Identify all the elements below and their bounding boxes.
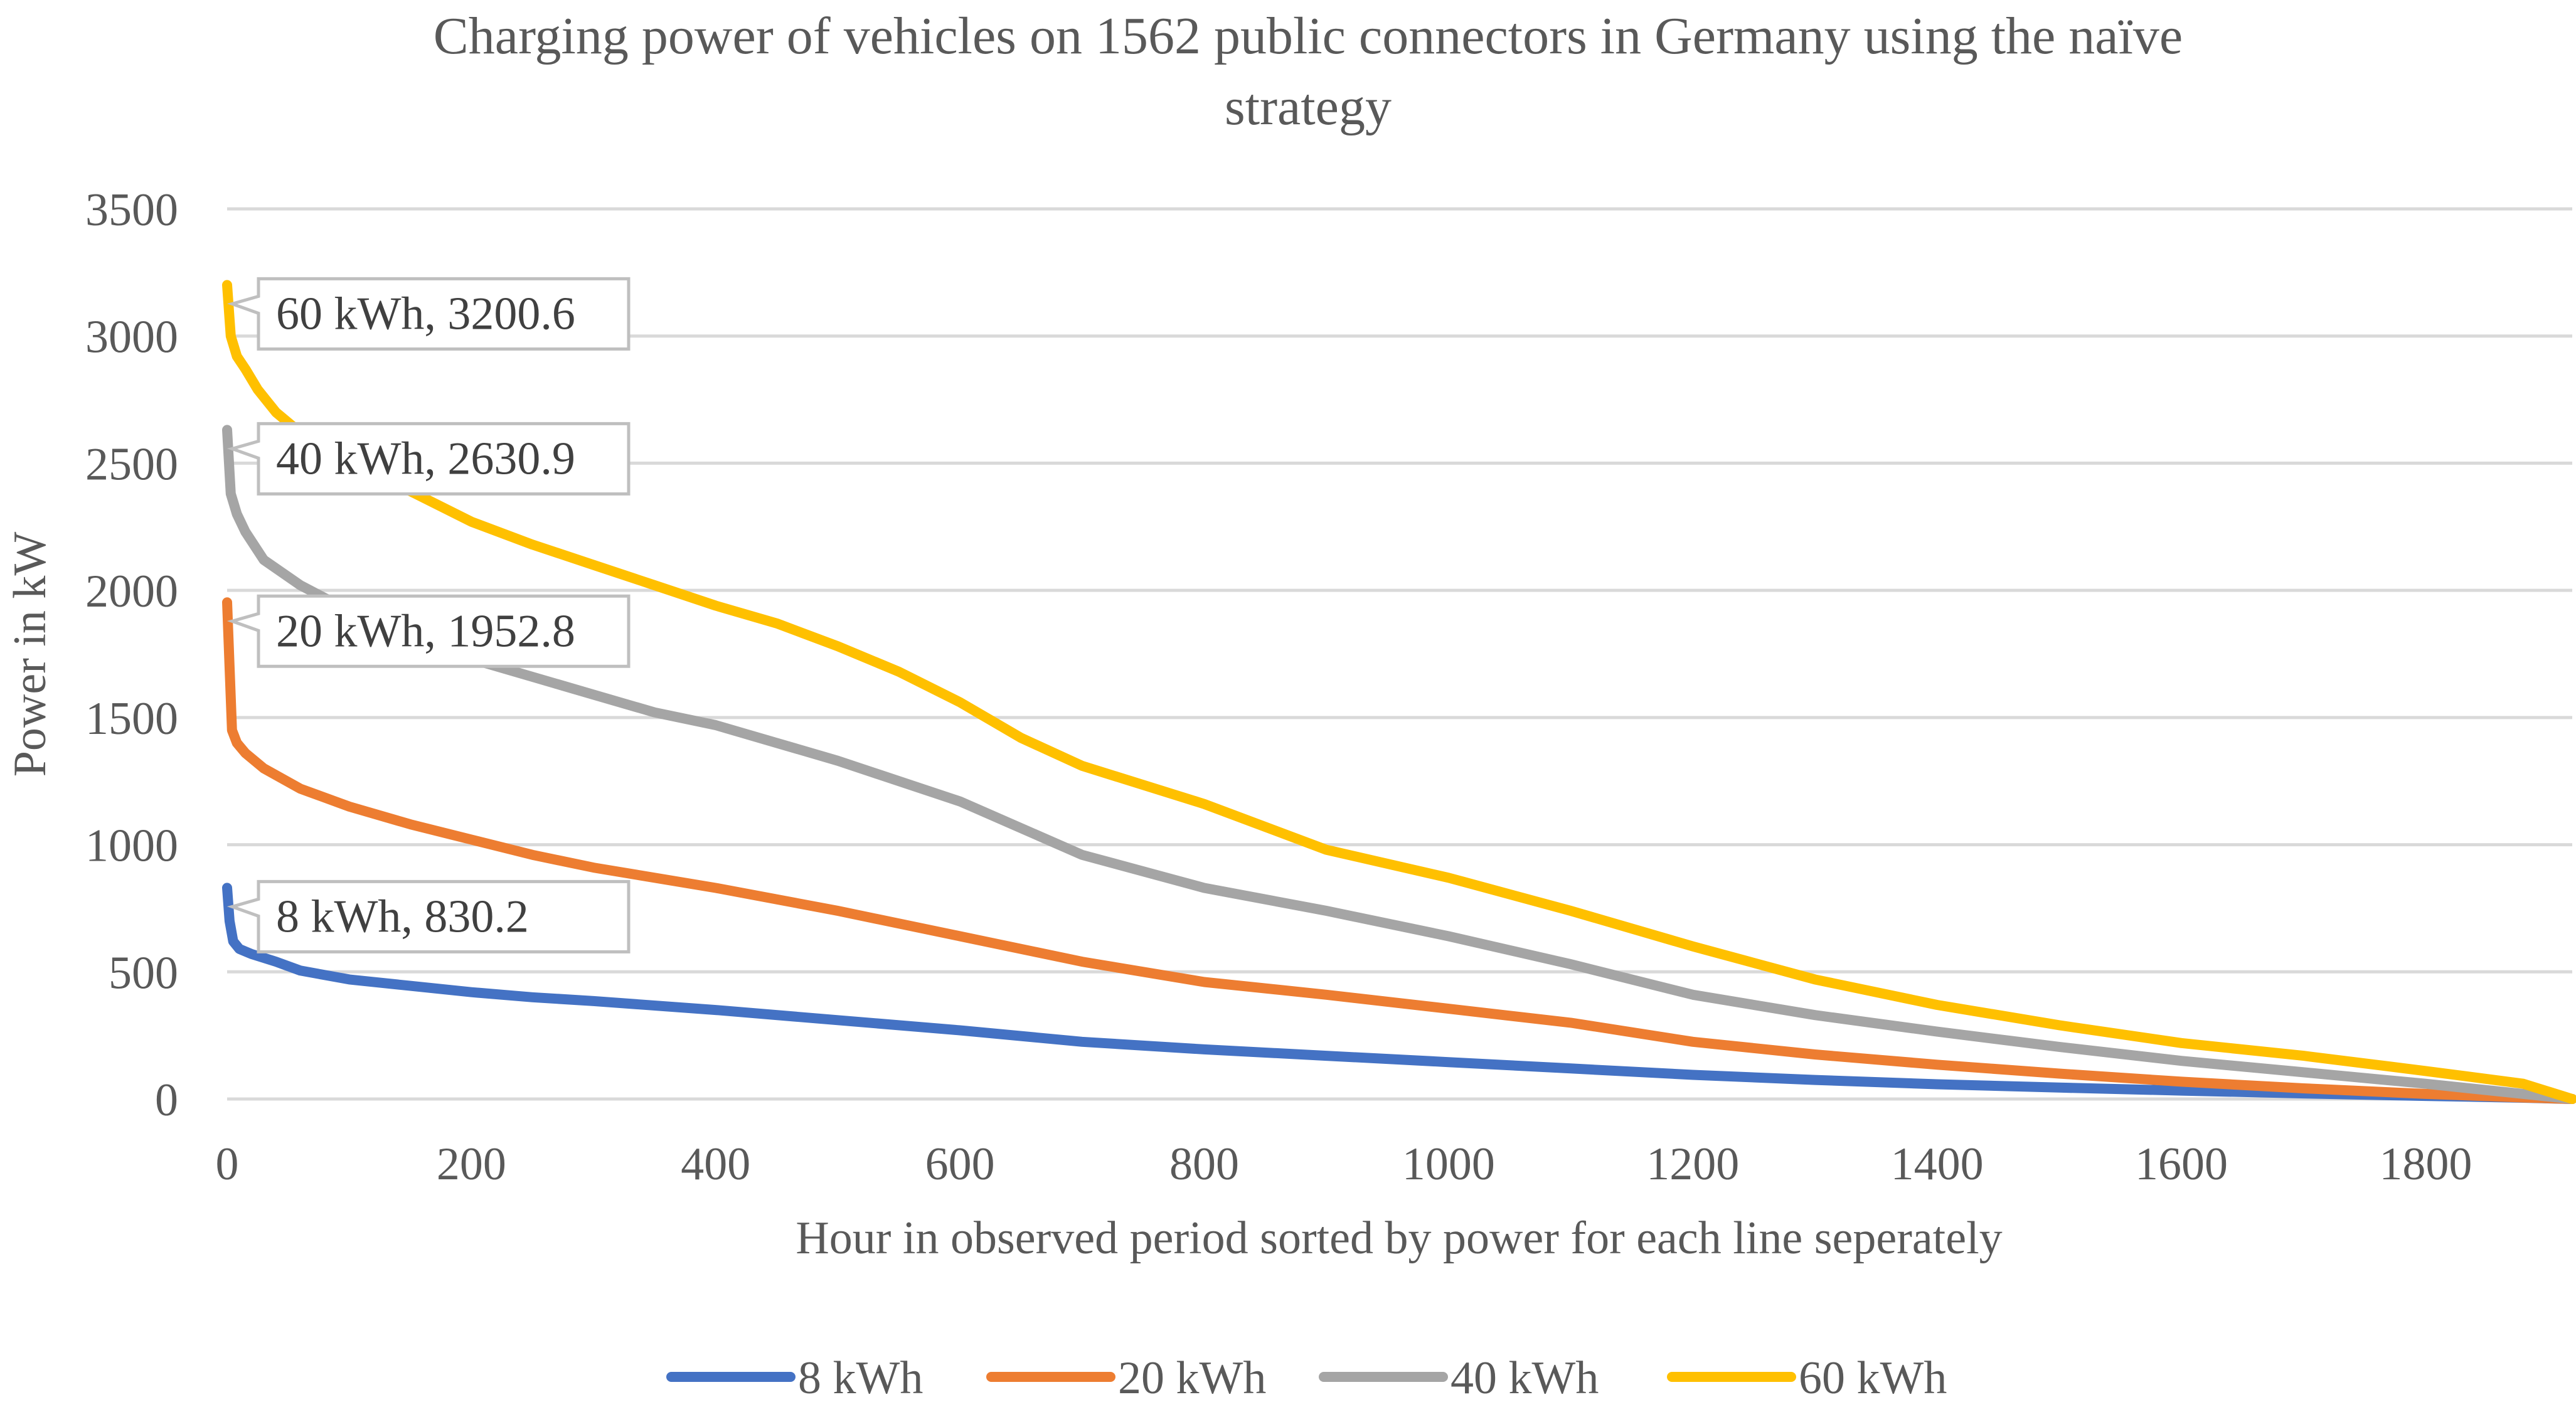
- series-line-60-kwh: [222, 280, 2576, 1104]
- y-tick-label: 2000: [85, 566, 178, 617]
- data-label: 20 kWh, 1952.8: [276, 605, 575, 657]
- legend-label: 8 kWh: [798, 1352, 923, 1404]
- x-tick-label: 600: [925, 1139, 995, 1190]
- series-line-8-kwh: [222, 883, 2576, 1104]
- chart-title-line-1: Charging power of vehicles on 1562 publi…: [434, 7, 2183, 65]
- x-tick-label: 1400: [1891, 1139, 1984, 1190]
- y-tick-label: 500: [109, 947, 178, 999]
- y-tick-label: 2500: [85, 438, 178, 490]
- series-line-20-kwh: [222, 597, 2576, 1104]
- x-tick-label: 1600: [2135, 1139, 2228, 1190]
- callout-box: [226, 594, 631, 668]
- x-tick-label: 400: [681, 1139, 750, 1190]
- series-line-40-kwh: [222, 425, 2576, 1104]
- y-axis-ticks: 0 500 1000 1500 2000 2500 3000 3500: [85, 184, 178, 1126]
- y-tick-label: 3000: [85, 312, 178, 363]
- legend-label: 60 kWh: [1799, 1352, 1947, 1404]
- y-tick-label: 1500: [85, 693, 178, 745]
- x-axis-ticks: 0 200 400 600 800 1000 1200 1400 1600 1800: [216, 1139, 2472, 1190]
- x-tick-label: 0: [216, 1139, 239, 1190]
- legend-label: 20 kWh: [1118, 1352, 1266, 1404]
- callout-box: [226, 879, 631, 953]
- data-label: 60 kWh, 3200.6: [276, 288, 575, 339]
- y-tick-label: 1000: [85, 820, 178, 872]
- series-lines: [222, 280, 2576, 1104]
- x-tick-label: 200: [437, 1139, 506, 1190]
- chart-title-line-2: strategy: [1225, 78, 1392, 136]
- x-axis-label: Hour in observed period sorted by power …: [796, 1213, 2002, 1264]
- y-axis-label: Power in kW: [4, 532, 56, 777]
- legend: 8 kWh 20 kWh 40 kWh 60 kWh: [666, 1352, 1947, 1404]
- data-callouts: 60 kWh, 3200.6 40 kWh, 2630.9 20 kWh, 1952…: [226, 277, 631, 953]
- x-tick-label: 1200: [1646, 1139, 1739, 1190]
- legend-label: 40 kWh: [1450, 1352, 1599, 1404]
- y-tick-label: 3500: [85, 184, 178, 236]
- data-label: 40 kWh, 2630.9: [276, 433, 575, 484]
- callout-box: [226, 277, 631, 351]
- x-tick-label: 1800: [2379, 1139, 2472, 1190]
- callout-box: [226, 422, 631, 496]
- y-tick-label: 0: [155, 1075, 178, 1126]
- x-tick-label: 1000: [1402, 1139, 1495, 1190]
- x-tick-label: 800: [1169, 1139, 1239, 1190]
- data-label: 8 kWh, 830.2: [276, 891, 529, 942]
